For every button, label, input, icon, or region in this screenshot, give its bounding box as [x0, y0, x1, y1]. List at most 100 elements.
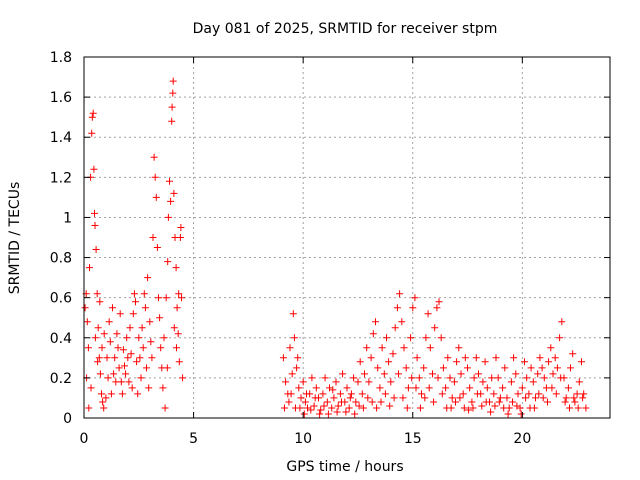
x-tick-label: 10 [294, 431, 312, 447]
data-point [115, 364, 123, 372]
data-point [547, 344, 555, 352]
data-point [468, 398, 476, 406]
data-point [361, 370, 368, 378]
data-point [148, 354, 156, 362]
data-point [300, 410, 308, 418]
data-point [472, 354, 480, 362]
data-point [168, 117, 176, 125]
data-point [479, 378, 487, 386]
data-point [494, 374, 502, 382]
data-point [125, 378, 133, 386]
data-point [374, 364, 382, 372]
data-point [378, 344, 386, 352]
y-tick-label: 0 [63, 411, 72, 427]
data-point [424, 310, 432, 318]
data-point [549, 370, 557, 378]
data-point [100, 404, 108, 412]
data-point [422, 334, 430, 342]
data-point [570, 394, 578, 402]
data-point [453, 358, 461, 366]
data-point [90, 165, 98, 173]
data-point [289, 310, 297, 318]
data-point [161, 404, 169, 412]
data-point [461, 354, 469, 362]
data-point [151, 173, 159, 181]
data-point [407, 334, 415, 342]
data-point [465, 406, 473, 414]
data-point [558, 318, 566, 326]
data-point [574, 404, 582, 412]
data-point [342, 408, 350, 416]
data-point [525, 390, 533, 398]
data-point [137, 374, 145, 382]
data-point [460, 404, 468, 412]
data-point [330, 394, 338, 402]
data-point [167, 197, 175, 205]
data-point [400, 344, 408, 352]
data-point [94, 358, 102, 366]
data-point [573, 390, 581, 398]
data-point [551, 354, 559, 362]
plot-frame [83, 56, 611, 419]
data-point [130, 290, 138, 298]
data-point [141, 304, 149, 312]
data-point [166, 177, 173, 185]
data-point [517, 410, 525, 418]
data-point [470, 374, 478, 382]
data-points [81, 77, 590, 418]
data-point [434, 374, 442, 382]
data-point [495, 398, 503, 406]
data-point [447, 404, 455, 412]
data-point [105, 318, 113, 326]
data-point [404, 384, 412, 392]
data-point [100, 330, 108, 338]
data-point [501, 364, 509, 372]
data-point [482, 398, 490, 406]
data-point [110, 370, 118, 378]
data-point [301, 398, 309, 406]
data-point [127, 350, 135, 358]
data-point [91, 222, 99, 229]
y-tick-label: 0.8 [50, 251, 72, 267]
data-point [170, 324, 178, 332]
data-point [372, 318, 379, 326]
data-point [175, 290, 183, 298]
data-point [381, 390, 389, 398]
data-point [169, 89, 177, 97]
data-point [153, 244, 161, 251]
data-point [561, 398, 569, 406]
data-point [582, 404, 590, 412]
data-point [510, 354, 518, 362]
data-point [103, 354, 111, 362]
data-point [430, 398, 438, 406]
x-tick-label: 0 [80, 431, 89, 447]
data-point [466, 384, 474, 392]
data-point [351, 410, 359, 418]
data-point [119, 346, 127, 354]
data-point [136, 354, 144, 362]
data-point [295, 384, 303, 392]
data-point [579, 394, 587, 402]
data-point [403, 404, 411, 412]
data-point [174, 330, 182, 338]
data-point [390, 394, 398, 402]
data-point [310, 402, 318, 410]
data-point [328, 404, 336, 412]
x-axis-label: GPS time / hours [286, 459, 403, 475]
data-point [146, 318, 154, 326]
data-point [545, 358, 553, 366]
data-point [492, 354, 500, 362]
data-point [535, 390, 543, 398]
data-point [529, 378, 537, 386]
data-point [114, 344, 122, 352]
data-point [538, 364, 546, 372]
data-point [83, 318, 91, 326]
data-point [173, 304, 181, 312]
data-point [386, 402, 394, 410]
data-point [91, 334, 99, 342]
data-point [296, 404, 304, 412]
y-tick-label: 1 [63, 210, 72, 226]
data-point [320, 402, 328, 410]
data-point [149, 234, 157, 241]
